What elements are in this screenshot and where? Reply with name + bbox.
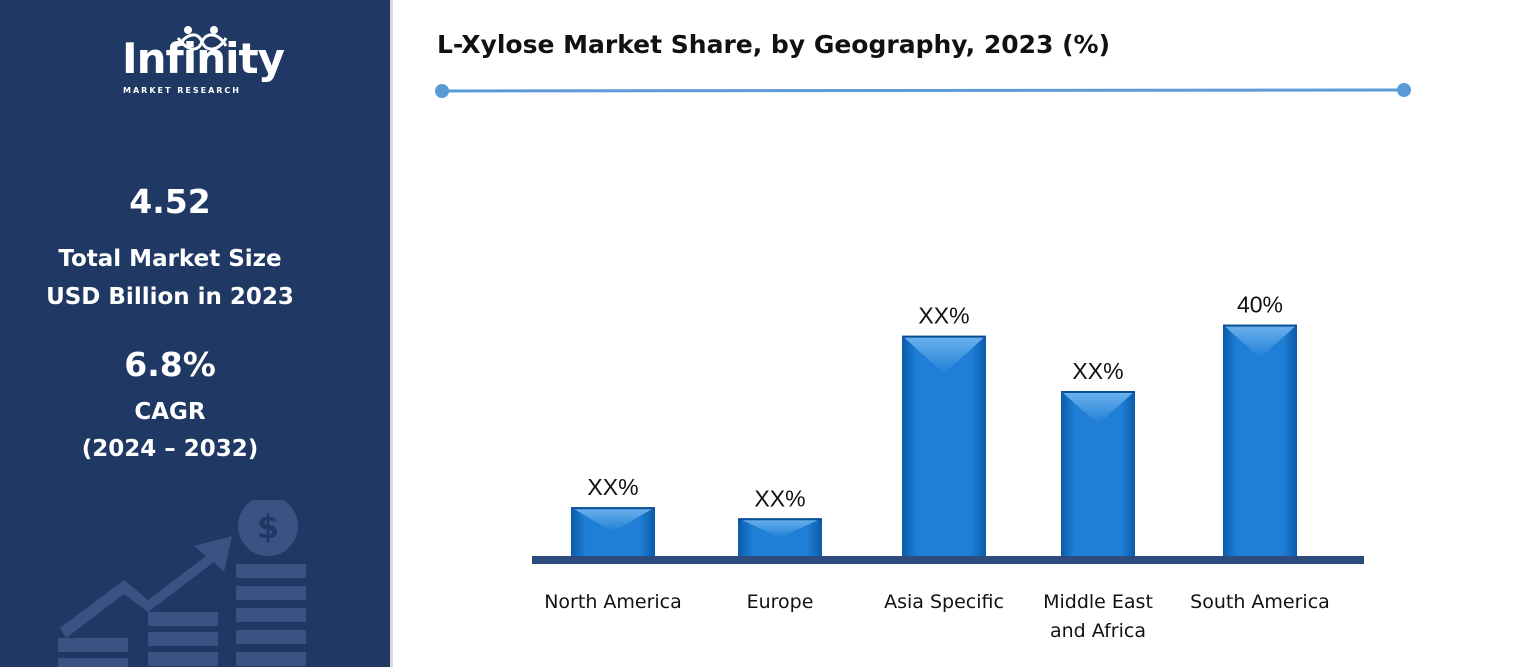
category-label-1: North America bbox=[544, 591, 682, 613]
data-label-1: XX% bbox=[587, 474, 638, 500]
category-label-4: Middle East and Africa bbox=[1043, 591, 1153, 642]
market-size-label-line1: Total Market Size bbox=[58, 246, 282, 272]
chart-title: L-Xylose Market Share, by Geography, 202… bbox=[437, 30, 1110, 59]
category-label-2: Europe bbox=[747, 591, 814, 613]
chart-baseline bbox=[532, 556, 1364, 564]
cagr-label: CAGR bbox=[134, 399, 206, 425]
svg-text:$: $ bbox=[257, 508, 279, 546]
category-label-5: South America bbox=[1190, 591, 1330, 613]
data-label-5: 40% bbox=[1237, 292, 1283, 318]
cagr-value: 6.8% bbox=[124, 345, 216, 384]
data-label-3: XX% bbox=[918, 303, 969, 329]
brand-tagline: MARKET RESEARCH bbox=[123, 86, 241, 95]
data-label-4: XX% bbox=[1072, 358, 1123, 384]
bar-1 bbox=[571, 507, 655, 557]
brand-name: Infinity bbox=[122, 34, 285, 83]
market-size-value: 4.52 bbox=[129, 182, 211, 221]
sidebar-divider bbox=[390, 0, 393, 667]
bar-3 bbox=[902, 335, 986, 557]
bar-2 bbox=[738, 518, 822, 557]
bar-4 bbox=[1061, 391, 1135, 557]
brand-logo: Infinity MARKET RESEARCH bbox=[96, 24, 296, 104]
title-underline bbox=[435, 83, 1411, 98]
market-size-label-line2: USD Billion in 2023 bbox=[46, 284, 294, 310]
cagr-period: (2024 – 2032) bbox=[81, 436, 259, 462]
info-sidebar: Infinity MARKET RESEARCH 4.52 Total Mark… bbox=[0, 0, 390, 667]
category-label-3: Asia Specific bbox=[884, 591, 1004, 613]
growth-chart-icon: $ bbox=[58, 500, 306, 667]
data-label-2: XX% bbox=[754, 485, 805, 511]
logo-swirl-icon bbox=[176, 26, 228, 51]
bar-5 bbox=[1223, 324, 1297, 557]
